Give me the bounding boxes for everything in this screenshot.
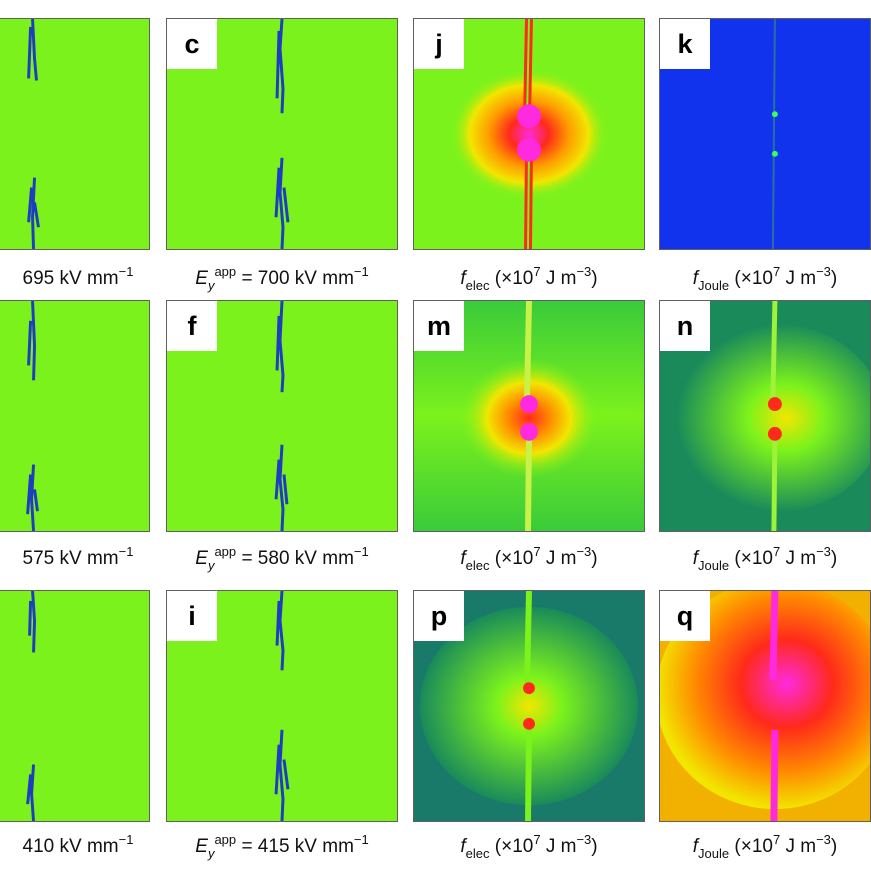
caption-n: fJoule (×107 J m−3) bbox=[692, 544, 838, 573]
fjoule-map-q bbox=[660, 591, 870, 821]
panel-c: c bbox=[166, 18, 398, 250]
panel-label-m: m bbox=[414, 301, 464, 351]
caption-d: 575 kV mm−1 bbox=[22, 544, 134, 569]
caption-k: fJoule (×107 J m−3) bbox=[692, 264, 838, 293]
field-map-g bbox=[0, 591, 149, 821]
caption-m: felec (×107 J m−3) bbox=[460, 544, 598, 573]
panel-d bbox=[0, 300, 150, 532]
panel-a bbox=[0, 18, 150, 250]
panel-p: p bbox=[413, 590, 645, 822]
caption-a: 695 kV mm−1 bbox=[22, 264, 134, 289]
panel-label-j: j bbox=[414, 19, 464, 69]
panel-label-p: p bbox=[414, 591, 464, 641]
panel-label-q: q bbox=[660, 591, 710, 641]
panel-i: i bbox=[166, 590, 398, 822]
caption-i: Eyapp = 415 kV mm−1 bbox=[195, 832, 369, 861]
panel-label-f: f bbox=[167, 301, 217, 351]
panel-k: k bbox=[659, 18, 871, 250]
field-map-d bbox=[0, 301, 149, 531]
caption-c: Eyapp = 700 kV mm−1 bbox=[195, 264, 369, 293]
caption-g: 410 kV mm−1 bbox=[22, 832, 134, 857]
caption-j: felec (×107 J m−3) bbox=[460, 264, 598, 293]
panel-m: m bbox=[413, 300, 645, 532]
panel-label-c: c bbox=[167, 19, 217, 69]
panel-label-k: k bbox=[660, 19, 710, 69]
panel-n: n bbox=[659, 300, 871, 532]
panel-g bbox=[0, 590, 150, 822]
field-map-a bbox=[0, 19, 149, 249]
panel-j: j bbox=[413, 18, 645, 250]
caption-p: felec (×107 J m−3) bbox=[460, 832, 598, 861]
panel-q: q bbox=[659, 590, 871, 822]
caption-f: Eyapp = 580 kV mm−1 bbox=[195, 544, 369, 573]
felec-map-j bbox=[414, 19, 644, 249]
caption-q: fJoule (×107 J m−3) bbox=[692, 832, 838, 861]
panel-f: f bbox=[166, 300, 398, 532]
panel-label-i: i bbox=[167, 591, 217, 641]
panel-label-n: n bbox=[660, 301, 710, 351]
